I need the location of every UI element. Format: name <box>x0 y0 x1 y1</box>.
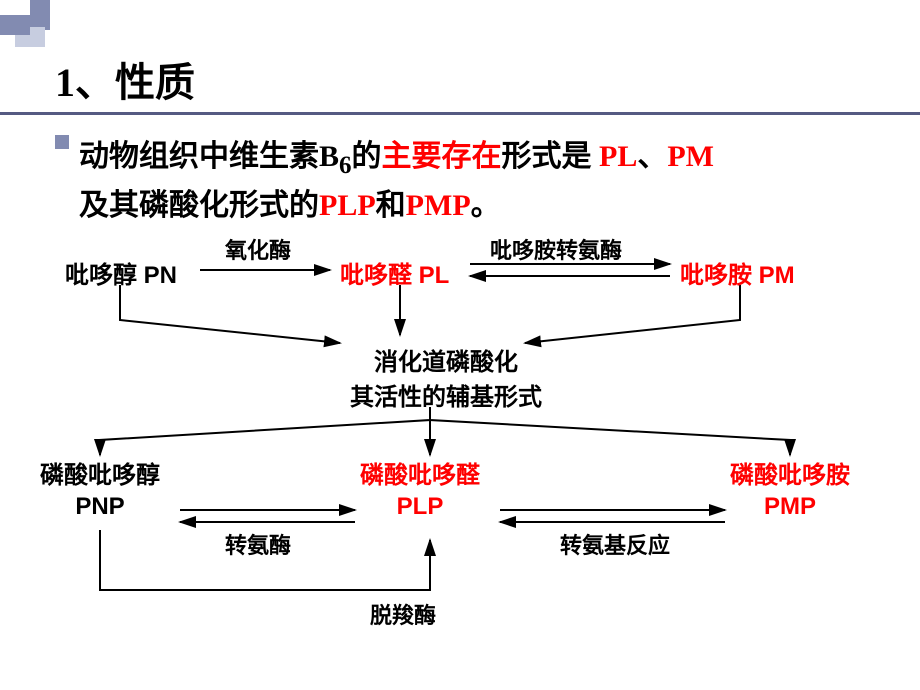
t: 动物组织中维生素B <box>79 140 339 173</box>
t: 、 <box>637 140 667 173</box>
label-transaminase: 转氨酶 <box>225 528 291 560</box>
t: 磷酸吡哆醛 <box>360 462 480 489</box>
intro-paragraph: 动物组织中维生素B6的主要存在形式是 PL、PM 及其磷酸化形式的PLP和PMP… <box>55 135 885 228</box>
t: 和 <box>376 189 406 222</box>
t: 磷酸吡哆胺 <box>730 462 850 489</box>
t: PM <box>667 140 714 173</box>
t: 。 <box>471 189 501 222</box>
node-pnp: 磷酸吡哆醇 PNP <box>40 460 160 522</box>
bullet-square-icon <box>55 135 69 149</box>
label-decarboxylase: 脱羧酶 <box>370 598 436 630</box>
node-pn: 吡哆醇 PN <box>65 255 177 290</box>
t: 其活性的辅基形式 <box>350 384 542 411</box>
t: PLP <box>397 493 444 520</box>
t: 及其磷酸化形式的 <box>79 189 319 222</box>
corner-decoration <box>0 0 60 50</box>
t: PNP <box>75 493 124 520</box>
label-oxidase: 氧化酶 <box>225 233 291 265</box>
t: 的 <box>352 140 382 173</box>
t: 主要存在 <box>382 140 502 173</box>
title-underline <box>0 112 920 115</box>
node-plp: 磷酸吡哆醛 PLP <box>360 460 480 522</box>
node-pm: 吡哆胺 PM <box>680 255 795 290</box>
node-pl: 吡哆醛 PL <box>340 255 449 290</box>
slide-title: 1、性质 <box>55 50 195 108</box>
t: 6 <box>339 152 352 179</box>
t: 形式是 <box>502 140 600 173</box>
label-trans-reaction: 转氨基反应 <box>560 528 670 560</box>
t: 消化道磷酸化 <box>374 349 518 376</box>
t: PL <box>599 140 637 173</box>
t: PMP <box>764 493 816 520</box>
intro-text: 动物组织中维生素B6的主要存在形式是 PL、PM 及其磷酸化形式的PLP和PMP… <box>79 140 714 222</box>
label-pm-transaminase: 吡哆胺转氨酶 <box>490 233 622 265</box>
node-pmp: 磷酸吡哆胺 PMP <box>730 460 850 522</box>
t: 磷酸吡哆醇 <box>40 462 160 489</box>
node-mid: 消化道磷酸化 其活性的辅基形式 <box>350 342 542 412</box>
t: PLP <box>319 189 376 222</box>
t: PMP <box>406 189 471 222</box>
flow-diagram: 吡哆醇 PN 吡哆醛 PL 吡哆胺 PM 氧化酶 吡哆胺转氨酶 消化道磷酸化 其… <box>0 230 920 690</box>
